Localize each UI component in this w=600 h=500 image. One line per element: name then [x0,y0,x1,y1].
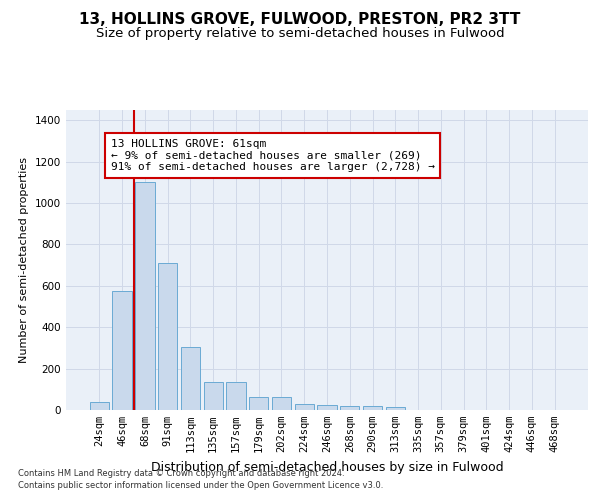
Text: 13, HOLLINS GROVE, FULWOOD, PRESTON, PR2 3TT: 13, HOLLINS GROVE, FULWOOD, PRESTON, PR2… [79,12,521,28]
Bar [272,396,291,410]
Bar [386,407,405,410]
Bar [363,406,382,410]
Bar [90,402,109,410]
Bar [317,405,337,410]
Y-axis label: Number of semi-detached properties: Number of semi-detached properties [19,157,29,363]
Text: Size of property relative to semi-detached houses in Fulwood: Size of property relative to semi-detach… [95,28,505,40]
Bar [249,396,268,410]
Bar [158,263,178,410]
Bar [112,291,132,410]
Bar [135,182,155,410]
Bar [226,382,245,410]
X-axis label: Distribution of semi-detached houses by size in Fulwood: Distribution of semi-detached houses by … [151,460,503,473]
Text: 13 HOLLINS GROVE: 61sqm
← 9% of semi-detached houses are smaller (269)
91% of se: 13 HOLLINS GROVE: 61sqm ← 9% of semi-det… [111,139,435,172]
Bar [295,404,314,410]
Text: Contains HM Land Registry data © Crown copyright and database right 2024.: Contains HM Land Registry data © Crown c… [18,468,344,477]
Text: Contains public sector information licensed under the Open Government Licence v3: Contains public sector information licen… [18,481,383,490]
Bar [181,347,200,410]
Bar [203,382,223,410]
Bar [340,406,359,410]
